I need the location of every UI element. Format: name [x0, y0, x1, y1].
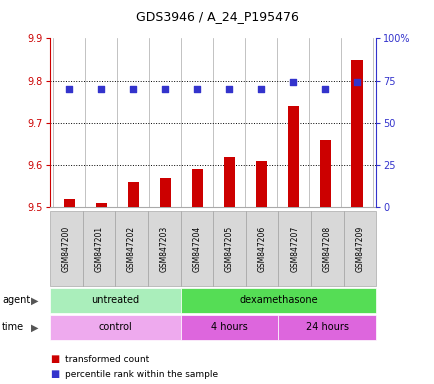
Text: GDS3946 / A_24_P195476: GDS3946 / A_24_P195476	[136, 10, 298, 23]
Text: GSM847200: GSM847200	[62, 225, 71, 272]
Text: GSM847204: GSM847204	[192, 225, 201, 272]
Point	[225, 86, 232, 92]
Bar	[63, 199, 75, 207]
Bar	[255, 161, 266, 207]
Text: GSM847209: GSM847209	[355, 225, 364, 272]
Text: untreated: untreated	[91, 295, 139, 306]
Bar	[159, 178, 171, 207]
Text: control: control	[98, 322, 132, 333]
Text: GSM847201: GSM847201	[94, 225, 103, 272]
Text: GSM847206: GSM847206	[257, 225, 266, 272]
Bar	[191, 169, 202, 207]
Text: GSM847207: GSM847207	[289, 225, 299, 272]
Point	[129, 86, 136, 92]
Bar	[95, 203, 107, 207]
Bar	[351, 60, 362, 207]
Point	[161, 86, 168, 92]
Text: agent: agent	[2, 295, 30, 306]
Point	[98, 86, 105, 92]
Text: dexamethasone: dexamethasone	[239, 295, 317, 306]
Text: GSM847208: GSM847208	[322, 225, 331, 272]
Text: ■: ■	[50, 354, 59, 364]
Bar	[319, 140, 330, 207]
Bar	[127, 182, 138, 207]
Text: time: time	[2, 322, 24, 333]
Bar	[223, 157, 234, 207]
Point	[257, 86, 264, 92]
Point	[66, 86, 72, 92]
Point	[289, 79, 296, 85]
Text: GSM847202: GSM847202	[127, 225, 136, 272]
Bar	[287, 106, 298, 207]
Text: GSM847203: GSM847203	[159, 225, 168, 272]
Text: ▶: ▶	[31, 295, 39, 306]
Text: ■: ■	[50, 369, 59, 379]
Text: GSM847205: GSM847205	[224, 225, 233, 272]
Text: transformed count: transformed count	[65, 354, 149, 364]
Point	[193, 86, 200, 92]
Text: ▶: ▶	[31, 322, 39, 333]
Text: 24 hours: 24 hours	[305, 322, 348, 333]
Point	[353, 79, 360, 85]
Text: 4 hours: 4 hours	[210, 322, 247, 333]
Text: percentile rank within the sample: percentile rank within the sample	[65, 370, 218, 379]
Point	[321, 86, 328, 92]
